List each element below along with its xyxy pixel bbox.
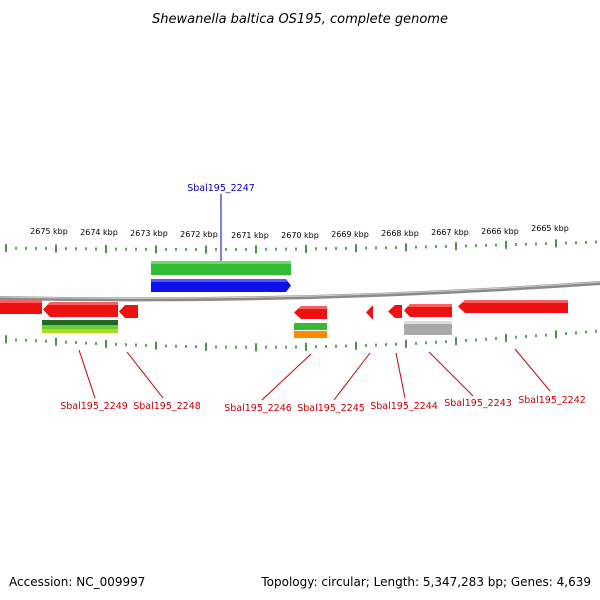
scale-ticks-inner (5, 329, 597, 352)
gene-label-leader (333, 352, 371, 401)
cog-bar-shine (404, 321, 452, 324)
gene-arrow-shine (298, 306, 327, 309)
accession-text: Accession: NC_009997 (9, 575, 145, 589)
gene-label-leader (514, 348, 551, 392)
gene-label-Sbal195_2243: Sbal195_2243 (444, 398, 512, 409)
cog-bar-lime (42, 329, 118, 333)
scale-label: 2668 kbp (381, 229, 419, 238)
gene-arrow-reverse[interactable] (119, 305, 138, 318)
reverse-gene-labels: Sbal195_2249 Sbal195_2248 Sbal195_2246 S… (60, 348, 586, 414)
cog-bar-green (42, 325, 118, 329)
scale-label: 2670 kbp (281, 231, 319, 240)
scale-label: 2673 kbp (130, 229, 168, 238)
gene-arrow-reverse[interactable] (43, 302, 118, 317)
scale-label: 2675 kbp (30, 227, 68, 236)
scale-label: 2674 kbp (80, 228, 118, 237)
gene-arrow-reverse[interactable] (366, 306, 373, 319)
scale-labels: 2675 kbp 2674 kbp 2673 kbp 2672 kbp 2671… (30, 224, 569, 240)
gene-arrow-shine (47, 302, 118, 305)
genome-backbone (0, 281, 600, 302)
gene-label-Sbal195_2242: Sbal195_2242 (518, 395, 586, 406)
cog-bar-orange (294, 331, 327, 338)
gene-arrow-reverse[interactable] (0, 300, 42, 314)
gene-arrow-shine (0, 300, 42, 303)
cog-bar-shine (151, 261, 291, 264)
cog-bar-darkgreen (42, 320, 118, 325)
gene-label-leader (126, 351, 164, 399)
scale-label: 2671 kbp (231, 231, 269, 240)
gene-label-Sbal195_2249: Sbal195_2249 (60, 401, 128, 412)
cog-bar-green (151, 261, 291, 275)
genome-summary-text: Topology: circular; Length: 5,347,283 bp… (260, 575, 591, 589)
reverse-strand-genes (0, 300, 568, 319)
gene-label-Sbal195_2244: Sbal195_2244 (370, 401, 438, 412)
scale-ticks-outer (5, 239, 597, 254)
gene-Sbal195_2247[interactable]: Sbal195_2247 (151, 183, 291, 292)
scale-label: 2669 kbp (331, 230, 369, 239)
gene-arrow-forward (151, 279, 291, 292)
scale-label: 2667 kbp (431, 228, 469, 237)
cog-bar-gray (404, 321, 452, 335)
scale-label: 2665 kbp (531, 224, 569, 233)
gene-arrow-shine (462, 300, 568, 303)
gene-arrow-reverse[interactable] (458, 300, 568, 313)
gene-label-Sbal195_2247: Sbal195_2247 (187, 183, 255, 194)
scale-label: 2666 kbp (481, 227, 519, 236)
gene-arrow-shine (151, 279, 288, 282)
cog-category-bars (42, 320, 452, 338)
gene-label-Sbal195_2248: Sbal195_2248 (133, 401, 201, 412)
gene-label-leader (261, 353, 312, 401)
gene-arrow-shine (407, 304, 452, 307)
page-title: Shewanella baltica OS195, complete genom… (152, 12, 448, 27)
cog-bar-green (294, 323, 327, 330)
gene-label-Sbal195_2246: Sbal195_2246 (224, 403, 292, 414)
gene-arrow-reverse[interactable] (404, 304, 452, 317)
scale-label: 2672 kbp (180, 230, 218, 239)
gene-label-leader (78, 349, 96, 399)
genome-backbone-highlight (0, 281, 600, 299)
gene-arrow-reverse[interactable] (388, 305, 402, 318)
gene-arrow-reverse[interactable] (294, 306, 327, 319)
gene-label-leader (395, 352, 406, 399)
gene-label-Sbal195_2245: Sbal195_2245 (297, 403, 365, 414)
gene-label-leader (428, 351, 474, 397)
